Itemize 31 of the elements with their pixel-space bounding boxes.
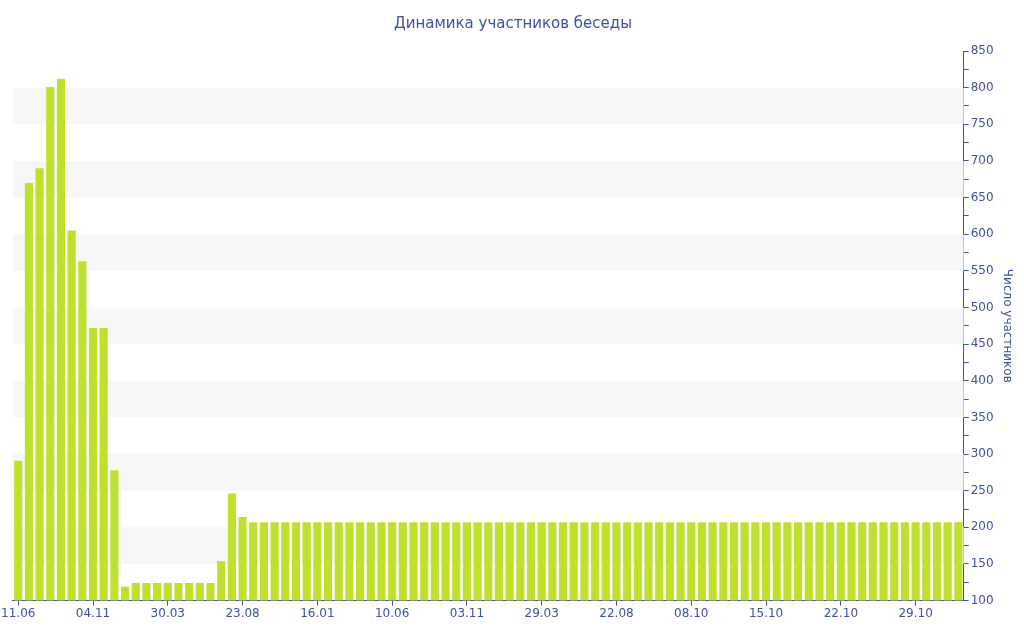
y-tick-label: 150	[970, 556, 994, 571]
x-tick-label: 30.03	[150, 605, 185, 620]
x-tick-label: 03.11	[449, 605, 485, 620]
x-tick-label: 29.03	[524, 605, 559, 620]
y-tick-label: 550	[970, 262, 994, 277]
y-axis-title: Число участников	[1000, 268, 1015, 383]
x-tick-label: 10.06	[374, 605, 410, 620]
x-tick-label: 08.10	[674, 605, 709, 620]
y-tick-label: 650	[970, 189, 994, 204]
y-tick-label: 500	[970, 299, 994, 314]
x-tick-label: 16.01	[300, 605, 335, 620]
y-tick-label: 750	[970, 116, 994, 131]
y-tick-label: 850	[970, 43, 994, 58]
y-tick-label: 700	[970, 153, 994, 168]
y-tick-label: 100	[970, 592, 994, 607]
y-tick-label: 200	[970, 519, 994, 534]
x-tick-label: 11.06	[1, 605, 36, 620]
y-tick-label: 250	[970, 482, 994, 497]
y-tick-label: 350	[970, 409, 994, 424]
y-tick-label: 300	[970, 446, 994, 461]
x-tick-label: 29.10	[898, 605, 933, 620]
x-tick-label: 23.08	[225, 605, 260, 620]
y-tick-label: 800	[970, 79, 994, 94]
y-tick-label: 450	[970, 336, 994, 351]
x-tick-label: 15.10	[748, 605, 784, 620]
y-tick-label: 600	[970, 226, 994, 241]
x-tick-label: 04.11	[75, 605, 111, 620]
chart-title: Динамика участников беседы	[393, 13, 633, 32]
x-tick-label: 22.10	[823, 605, 859, 620]
x-tick-label: 22.08	[599, 605, 634, 620]
y-tick-label: 400	[970, 372, 994, 387]
